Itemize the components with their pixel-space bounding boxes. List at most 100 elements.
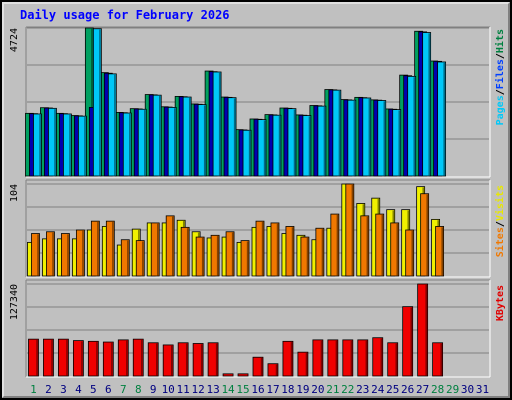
bar-pages-day-8 xyxy=(137,108,147,177)
x-tick-day-28: 28 xyxy=(431,383,444,396)
bar-kbytes-day-18 xyxy=(282,340,294,377)
bar-sites-day-7 xyxy=(120,239,130,277)
bar-sites-day-9 xyxy=(150,222,160,277)
bar-shadow xyxy=(426,194,429,276)
bar-shadow xyxy=(396,223,399,276)
bar-sites-day-2 xyxy=(46,231,55,277)
bar-shadow xyxy=(320,340,323,376)
bar-shadow xyxy=(203,105,206,176)
bar-sites-day-5 xyxy=(90,220,100,277)
bar-shadow xyxy=(96,342,98,376)
bar-pages-day-16 xyxy=(257,119,267,177)
bar-kbytes-day-4 xyxy=(72,340,84,377)
legend-label: / xyxy=(495,89,506,95)
panel-top-legend: Pages/Files/Hits xyxy=(494,29,506,125)
bar-shadow xyxy=(383,101,386,176)
panel-bottom-max-label: 127340 xyxy=(9,284,20,320)
bar-shadow xyxy=(278,116,281,176)
bar-sites-day-4 xyxy=(75,229,85,277)
chart-title: Daily usage for February 2026 xyxy=(20,8,230,22)
x-tick-day-23: 23 xyxy=(356,383,369,396)
bar-kbytes-day-3 xyxy=(58,338,69,377)
legend-label: Hits xyxy=(494,29,506,53)
bar-shadow xyxy=(126,340,128,376)
x-tick-day-27: 27 xyxy=(416,383,429,396)
bar-shadow xyxy=(398,110,401,176)
x-tick-day-13: 13 xyxy=(206,383,219,396)
x-tick-day-21: 21 xyxy=(326,383,339,396)
bar-shadow xyxy=(170,345,173,376)
bar-kbytes-day-12 xyxy=(192,343,204,377)
bar-shadow xyxy=(305,352,308,376)
bar-shadow xyxy=(186,228,189,276)
bar-shadow xyxy=(410,307,413,376)
bar-sites-day-25 xyxy=(390,222,400,277)
bar-shadow xyxy=(51,339,53,376)
bar-shadow xyxy=(411,230,414,276)
x-tick-day-2: 2 xyxy=(45,383,52,396)
bar-shadow xyxy=(54,109,56,176)
bar-kbytes-day-1 xyxy=(28,338,39,377)
bar-kbytes-day-7 xyxy=(117,339,129,377)
bar-shadow xyxy=(350,340,353,376)
bar-shadow xyxy=(111,342,113,376)
bar-pages-day-26 xyxy=(407,75,417,177)
bar-kbytes-day-5 xyxy=(87,340,99,377)
bar-shadow xyxy=(260,358,263,376)
bar-pages-day-3 xyxy=(63,113,72,177)
bar-shadow xyxy=(36,339,38,376)
bar-shadow xyxy=(233,98,236,176)
bar-pages-day-7 xyxy=(122,112,132,177)
x-tick-day-26: 26 xyxy=(401,383,414,396)
bar-kbytes-day-6 xyxy=(102,341,114,377)
bar-pages-day-12 xyxy=(197,104,207,177)
bar-kbytes-day-8 xyxy=(132,338,144,377)
bar-shadow xyxy=(443,62,446,176)
bar-shadow xyxy=(144,110,146,176)
bar-shadow xyxy=(365,340,368,376)
bar-sites-day-19 xyxy=(300,236,310,277)
bar-shadow xyxy=(218,72,221,176)
bar-kbytes-day-27 xyxy=(417,283,429,377)
legend-label: Files xyxy=(494,59,506,89)
bar-shadow xyxy=(428,33,431,176)
bar-shadow xyxy=(440,343,443,376)
bar-pages-day-22 xyxy=(347,99,357,177)
bar-shadow xyxy=(321,229,324,276)
legend-label: KBytes xyxy=(495,285,506,321)
bar-kbytes-day-20 xyxy=(312,339,324,377)
bar-kbytes-day-13 xyxy=(207,342,219,377)
bar-shadow xyxy=(336,214,339,276)
bar-shadow xyxy=(395,343,398,376)
x-tick-day-29: 29 xyxy=(446,383,459,396)
bar-shadow xyxy=(368,98,371,176)
bar-pages-day-27 xyxy=(422,32,432,177)
bar-shadow xyxy=(380,338,383,376)
bar-pages-day-9 xyxy=(152,94,162,177)
bar-shadow xyxy=(84,116,86,176)
bar-sites-day-6 xyxy=(105,220,115,277)
bar-kbytes-day-24 xyxy=(372,337,384,377)
bar-kbytes-day-10 xyxy=(162,344,174,377)
bar-shadow xyxy=(142,241,144,276)
bar-shadow xyxy=(52,232,54,276)
bar-shadow xyxy=(141,339,143,376)
bar-shadow xyxy=(129,113,131,176)
bar-shadow xyxy=(185,343,188,376)
bar-shadow xyxy=(67,234,69,276)
bar-kbytes-day-2 xyxy=(43,338,54,377)
x-tick-day-17: 17 xyxy=(266,383,279,396)
bar-shadow xyxy=(335,340,338,376)
x-tick-day-9: 9 xyxy=(150,383,157,396)
bar-sites-day-17 xyxy=(270,222,280,277)
bar-sites-day-8 xyxy=(135,240,145,277)
bar-pages-day-21 xyxy=(332,89,342,177)
bar-shadow xyxy=(112,221,114,276)
bar-sites-day-27 xyxy=(420,193,430,277)
x-tick-day-22: 22 xyxy=(341,383,354,396)
bar-shadow xyxy=(308,116,311,176)
legend-label: Pages xyxy=(495,95,506,125)
bar-shadow xyxy=(114,74,116,176)
bar-sites-day-3 xyxy=(61,233,70,277)
